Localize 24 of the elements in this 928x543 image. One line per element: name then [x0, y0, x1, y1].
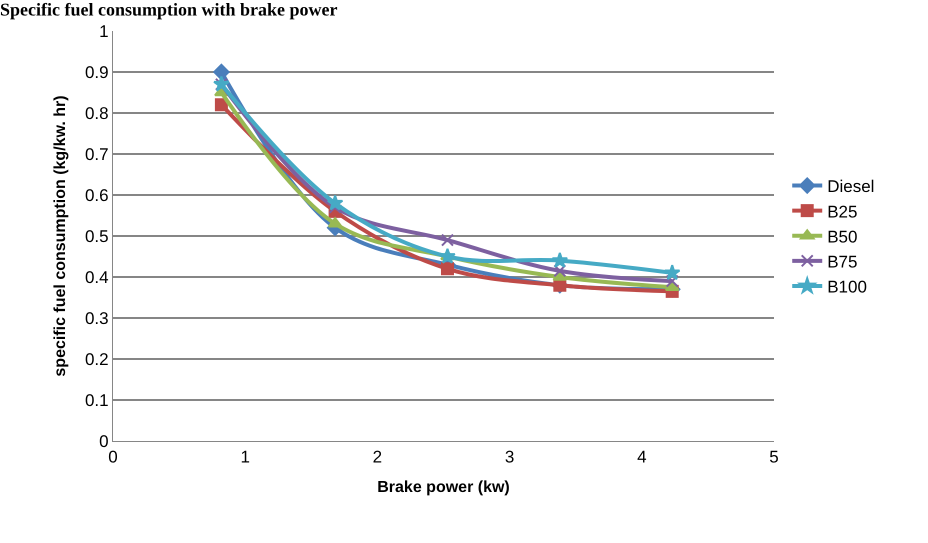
legend-label: B25	[827, 202, 858, 222]
legend-label: B75	[827, 252, 858, 272]
legend-label: B50	[827, 227, 858, 246]
y-tick-label: 0.1	[84, 390, 109, 410]
x-tick-label: 3	[504, 447, 514, 466]
y-tick-label: 0	[99, 432, 109, 451]
x-tick-label: 1	[240, 447, 250, 466]
legend-label: Diesel	[827, 177, 874, 196]
y-tick-label: 0.3	[84, 308, 109, 328]
y-axis-title: specific fuel consumption (kg/kw. hr)	[52, 95, 69, 377]
x-tick-label: 5	[769, 447, 779, 466]
y-tick-label: 0.6	[84, 186, 109, 205]
x-tick-label: 4	[637, 447, 647, 466]
y-tick-label: 0.4	[84, 268, 109, 287]
chart-title: Specific fuel consumption with brake power	[0, 0, 338, 20]
legend-label: B100	[827, 278, 867, 297]
x-axis-title: Brake power (kw)	[377, 479, 510, 496]
y-tick-label: 0.9	[84, 62, 109, 82]
x-tick-label: 2	[372, 447, 382, 466]
y-tick-label: 0.5	[84, 226, 109, 246]
y-tick-label: 0.2	[84, 350, 109, 369]
y-tick-label: 0.7	[84, 144, 109, 164]
y-tick-label: 0.8	[84, 104, 109, 123]
y-tick-label: 1	[99, 22, 109, 41]
